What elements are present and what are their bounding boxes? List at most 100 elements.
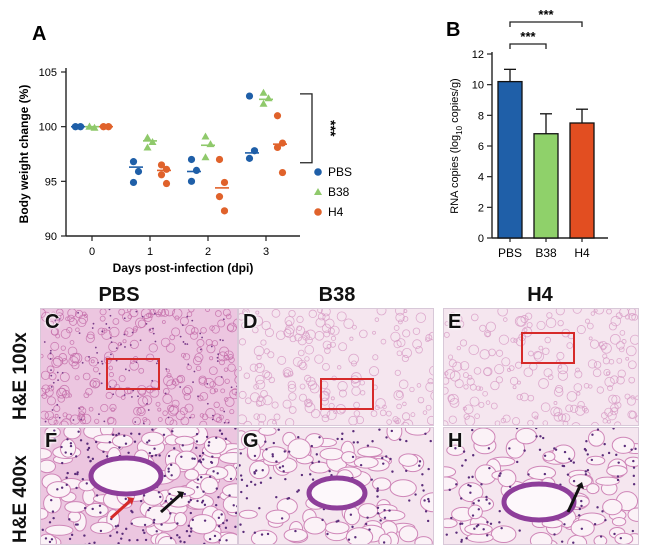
alveolus [112, 318, 120, 325]
alveolus [183, 393, 191, 401]
alveolus [183, 353, 191, 361]
nucleus [179, 335, 182, 338]
nucleus [382, 541, 386, 544]
alveolar-space [529, 531, 553, 544]
alveolus [196, 339, 205, 347]
alveolus [162, 410, 168, 416]
nucleus [101, 330, 104, 333]
alveolus [594, 309, 605, 315]
alveolus [205, 408, 216, 419]
alveolar-space [614, 532, 634, 544]
alveolus [455, 319, 465, 329]
alveolus [315, 317, 326, 328]
alveolus [179, 407, 188, 416]
nucleus [44, 420, 47, 423]
alveolus [478, 401, 485, 408]
nucleus [195, 446, 198, 450]
data-point-pbs [192, 166, 201, 174]
nucleus [183, 540, 186, 544]
alveolar-space [188, 514, 217, 535]
nucleus [508, 447, 511, 450]
nucleus [196, 478, 200, 481]
alveolus [604, 376, 615, 388]
alveolus [287, 383, 297, 393]
nucleus [280, 517, 284, 520]
nucleus [154, 543, 156, 544]
nucleus [527, 473, 530, 476]
nucleus [76, 472, 79, 476]
alveolus [470, 313, 479, 322]
nucleus [553, 533, 556, 536]
alveolus [350, 372, 362, 383]
alveolus [520, 392, 529, 402]
alveolus [372, 354, 379, 361]
nucleus [224, 437, 228, 441]
alveolar-space [587, 429, 605, 447]
y-tick-label: 0 [478, 233, 484, 245]
nucleus [171, 430, 174, 433]
alveolus [533, 350, 542, 360]
alveolus [244, 397, 252, 405]
alveolus [94, 418, 100, 424]
nucleus [76, 471, 79, 474]
nucleus [141, 529, 145, 532]
alveolus [190, 413, 196, 419]
nucleus [88, 542, 91, 544]
alveolar-space [586, 455, 606, 466]
alveolus [155, 311, 162, 318]
alveolus [67, 314, 75, 323]
alveolus [561, 413, 571, 423]
alveolus [610, 407, 619, 416]
nucleus [398, 438, 402, 441]
nucleus [317, 460, 321, 463]
alveolus [447, 393, 459, 405]
alveolus [390, 331, 401, 342]
alveolus [593, 361, 602, 369]
legend-label-h4: H4 [328, 205, 344, 219]
nucleus [225, 539, 228, 542]
alveolus [459, 339, 468, 347]
alveolus [534, 415, 539, 420]
nucleus [69, 442, 73, 445]
alveolus [264, 328, 274, 338]
nucleus [472, 454, 475, 457]
nucleus [429, 439, 432, 443]
nucleus [427, 467, 430, 471]
nucleus [215, 436, 218, 439]
nucleus [151, 428, 154, 431]
alveolus [229, 388, 237, 400]
alveolus [495, 376, 503, 384]
alveolus [256, 354, 262, 360]
nucleus [236, 505, 237, 508]
nucleus [632, 474, 636, 478]
alveolus [92, 380, 100, 388]
nucleus [500, 526, 503, 530]
black-arrowhead [177, 491, 184, 499]
nucleus [201, 451, 205, 455]
nucleus [189, 498, 192, 502]
nucleus [114, 525, 118, 528]
alveolus [479, 324, 487, 332]
black-arrowhead [576, 482, 584, 489]
alveolus [374, 405, 380, 411]
data-point-h4 [157, 171, 166, 179]
nucleus [83, 534, 86, 537]
nucleus [603, 442, 606, 446]
nucleus [630, 448, 633, 451]
nucleus [169, 497, 173, 501]
alveolus [591, 421, 599, 425]
alveolus [48, 325, 53, 330]
alveolus [231, 388, 237, 396]
alveolus [606, 371, 610, 376]
nucleus [253, 531, 257, 534]
nucleus [116, 524, 120, 527]
alveolus [485, 321, 496, 332]
alveolus [482, 390, 488, 397]
nucleus [131, 396, 133, 398]
alveolar-space [464, 523, 493, 535]
significance-label: *** [520, 29, 536, 44]
alveolus [176, 375, 184, 383]
alveolar-space [46, 481, 71, 499]
alveolus [181, 352, 186, 358]
alveolus [520, 315, 529, 324]
